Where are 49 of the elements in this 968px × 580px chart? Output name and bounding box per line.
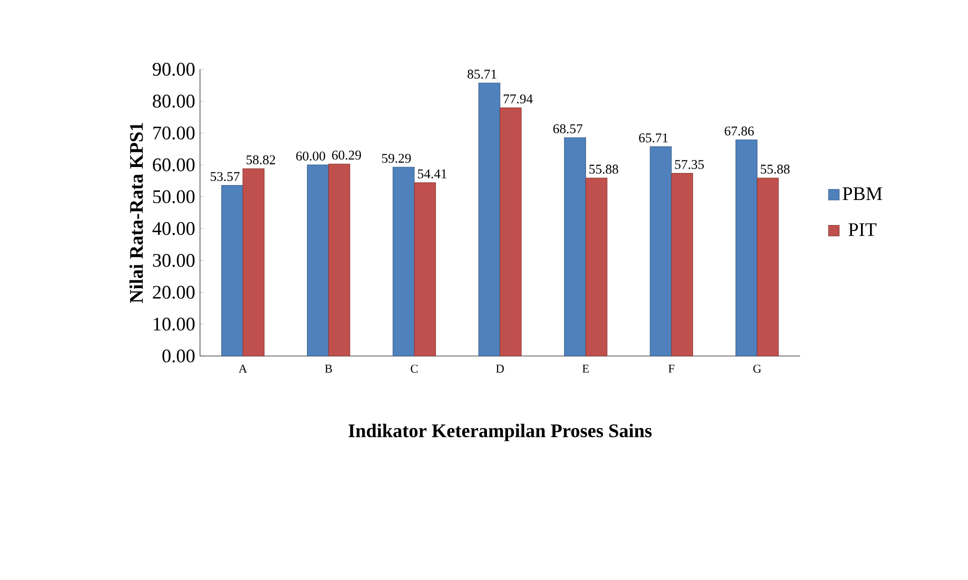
data-label: 55.88: [589, 164, 618, 174]
bar: [306, 164, 329, 356]
y-tick-label: 50.00: [153, 190, 195, 204]
y-axis-title: Nilai Rata-Rata KPS1: [129, 123, 143, 303]
data-label: 68.57: [553, 124, 582, 134]
data-label: 57.35: [675, 160, 704, 170]
data-label: 53.57: [210, 172, 240, 182]
y-tick-label: 10.00: [154, 318, 195, 331]
bar: [650, 146, 672, 356]
bar: [414, 182, 436, 356]
legend-label: PBM: [842, 187, 882, 200]
bar: [242, 168, 264, 356]
data-label: 77.94: [504, 94, 533, 104]
x-tick-label: B: [324, 364, 332, 373]
data-label: 85.71: [468, 70, 496, 79]
y-tick-label: 90.00: [152, 62, 195, 76]
bar: [736, 140, 758, 356]
bar: [478, 82, 500, 356]
y-tick-label: 40.00: [152, 222, 195, 236]
legend-label: PIT: [848, 223, 876, 236]
y-tick-label: 60.00: [152, 158, 195, 172]
bar: [564, 137, 586, 356]
bar: [328, 164, 350, 356]
y-tick-label: 80.00: [152, 94, 195, 108]
x-tick-label: F: [668, 364, 674, 373]
x-tick-label: A: [238, 364, 248, 373]
bar: [221, 185, 244, 356]
bar: [756, 178, 779, 356]
bar: [500, 107, 522, 356]
y-tick-label: 0.00: [162, 349, 195, 363]
bar: [585, 178, 608, 356]
x-tick-label: E: [582, 364, 589, 373]
data-label: 60.29: [332, 150, 361, 160]
data-label: 55.88: [760, 164, 790, 174]
x-axis-title: Indikator Keterampilan Proses Sains: [348, 424, 652, 442]
data-label: 65.71: [639, 133, 668, 142]
y-tick-label: 20.00: [152, 286, 195, 299]
data-label: 58.82: [246, 155, 276, 164]
x-tick-label: G: [753, 364, 762, 373]
data-label: 59.29: [382, 154, 411, 163]
data-label: 54.41: [418, 169, 446, 178]
data-label: 60.00: [296, 152, 326, 161]
y-tick-label: 70.00: [153, 126, 195, 140]
x-tick-label: D: [496, 364, 504, 373]
bar: [671, 173, 694, 356]
x-tick-label: C: [410, 364, 418, 373]
y-tick-label: 30.00: [153, 254, 195, 267]
bar: [392, 166, 415, 356]
data-label: 67.86: [724, 126, 754, 136]
